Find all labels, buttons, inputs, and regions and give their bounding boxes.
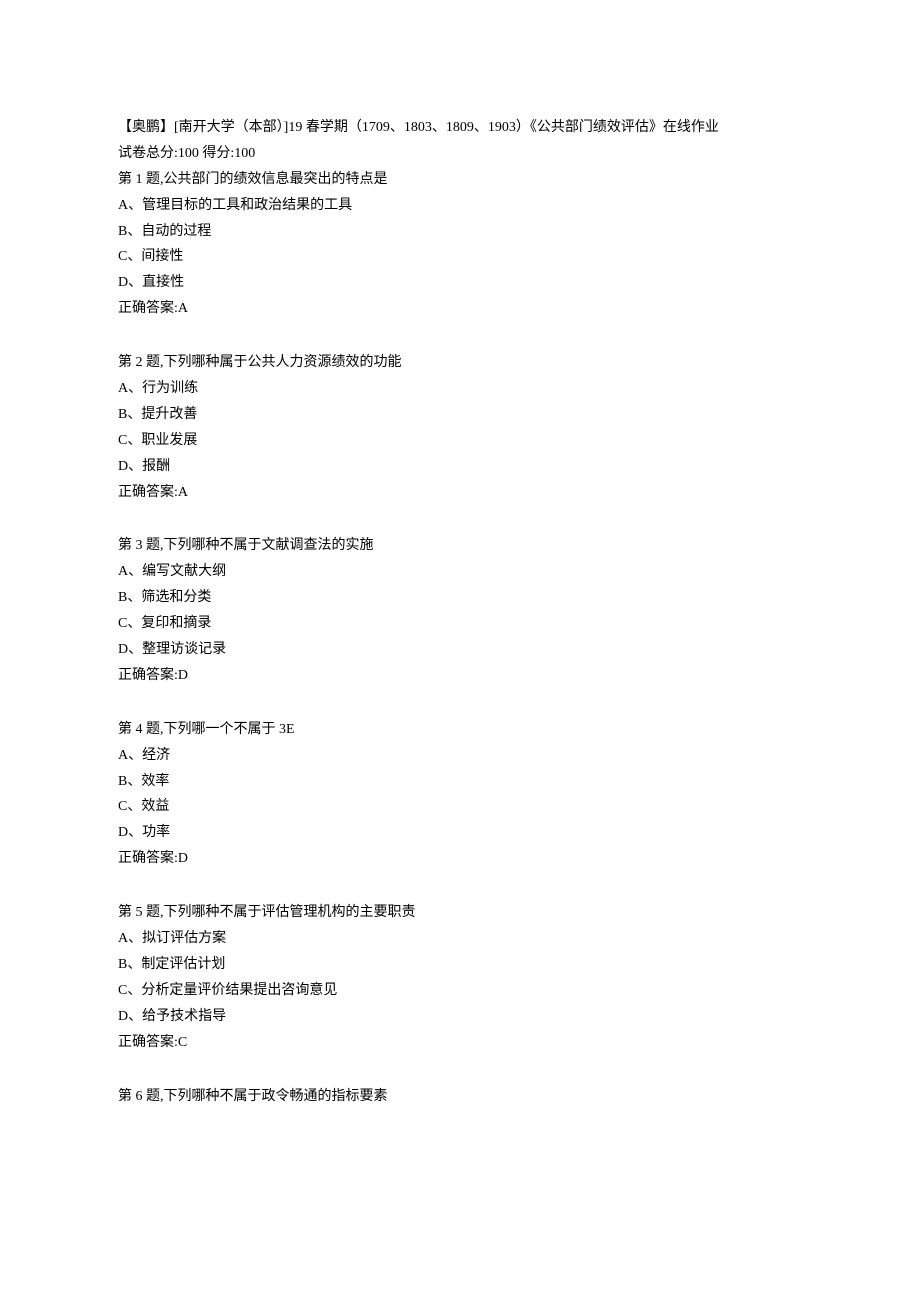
answer: 正确答案:D <box>118 846 802 872</box>
question-prompt: 第 5 题,下列哪种不属于评估管理机构的主要职责 <box>118 900 802 926</box>
option-c: C、职业发展 <box>118 428 802 454</box>
answer: 正确答案:C <box>118 1030 802 1056</box>
answer: 正确答案:D <box>118 663 802 689</box>
option-a: A、编写文献大纲 <box>118 559 802 585</box>
question-4: 第 4 题,下列哪一个不属于 3E A、经济 B、效率 C、效益 D、功率 正确… <box>118 717 802 872</box>
option-a: A、行为训练 <box>118 376 802 402</box>
question-prompt: 第 2 题,下列哪种属于公共人力资源绩效的功能 <box>118 350 802 376</box>
question-1: 第 1 题,公共部门的绩效信息最突出的特点是 A、管理目标的工具和政治结果的工具… <box>118 167 802 322</box>
option-d: D、给予技术指导 <box>118 1004 802 1030</box>
question-3: 第 3 题,下列哪种不属于文献调查法的实施 A、编写文献大纲 B、筛选和分类 C… <box>118 533 802 688</box>
option-d: D、整理访谈记录 <box>118 637 802 663</box>
question-5: 第 5 题,下列哪种不属于评估管理机构的主要职责 A、拟订评估方案 B、制定评估… <box>118 900 802 1055</box>
option-c: C、效益 <box>118 794 802 820</box>
option-b: B、提升改善 <box>118 402 802 428</box>
question-prompt: 第 6 题,下列哪种不属于政令畅通的指标要素 <box>118 1084 802 1110</box>
question-6: 第 6 题,下列哪种不属于政令畅通的指标要素 <box>118 1084 802 1110</box>
option-c: C、分析定量评价结果提出咨询意见 <box>118 978 802 1004</box>
option-b: B、自动的过程 <box>118 219 802 245</box>
option-d: D、直接性 <box>118 270 802 296</box>
option-d: D、报酬 <box>118 454 802 480</box>
question-prompt: 第 3 题,下列哪种不属于文献调查法的实施 <box>118 533 802 559</box>
answer: 正确答案:A <box>118 296 802 322</box>
option-c: C、复印和摘录 <box>118 611 802 637</box>
option-d: D、功率 <box>118 820 802 846</box>
question-prompt: 第 1 题,公共部门的绩效信息最突出的特点是 <box>118 167 802 193</box>
option-c: C、间接性 <box>118 244 802 270</box>
option-b: B、筛选和分类 <box>118 585 802 611</box>
option-a: A、拟订评估方案 <box>118 926 802 952</box>
option-a: A、经济 <box>118 743 802 769</box>
answer: 正确答案:A <box>118 480 802 506</box>
question-2: 第 2 题,下列哪种属于公共人力资源绩效的功能 A、行为训练 B、提升改善 C、… <box>118 350 802 505</box>
score-line: 试卷总分:100 得分:100 <box>118 141 802 167</box>
document-title: 【奥鹏】[南开大学（本部）]19 春学期（1709、1803、1809、1903… <box>118 115 802 141</box>
option-b: B、制定评估计划 <box>118 952 802 978</box>
question-prompt: 第 4 题,下列哪一个不属于 3E <box>118 717 802 743</box>
option-b: B、效率 <box>118 769 802 795</box>
option-a: A、管理目标的工具和政治结果的工具 <box>118 193 802 219</box>
